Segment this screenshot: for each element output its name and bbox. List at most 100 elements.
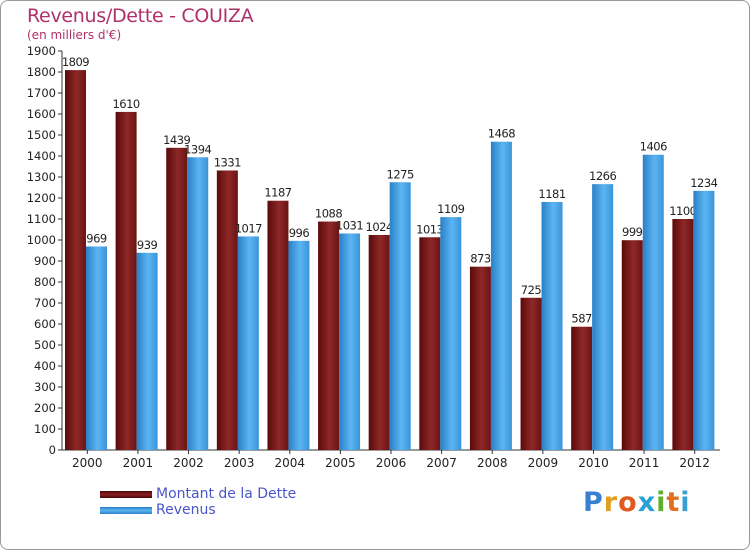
data-label-dette: 1013 bbox=[416, 222, 443, 236]
x-tick-label: 2005 bbox=[325, 456, 356, 470]
legend-item-revenus: Revenus bbox=[100, 502, 296, 518]
data-label-dette: 999 bbox=[622, 225, 643, 239]
y-tick-label: 1100 bbox=[27, 212, 56, 226]
x-tick-label: 2012 bbox=[679, 456, 710, 470]
legend-swatch-dette bbox=[100, 490, 152, 498]
y-tick-label: 0 bbox=[49, 443, 56, 457]
x-tick-label: 2007 bbox=[426, 456, 457, 470]
data-label-revenus: 1468 bbox=[488, 127, 515, 141]
x-tick-label: 2008 bbox=[477, 456, 508, 470]
legend-label-revenus: Revenus bbox=[156, 502, 216, 518]
data-label-revenus: 1406 bbox=[640, 140, 667, 154]
data-label-dette: 1024 bbox=[366, 220, 393, 234]
y-tick-label: 900 bbox=[34, 254, 56, 268]
bar-dette bbox=[621, 240, 643, 450]
data-label-revenus: 1266 bbox=[589, 169, 616, 183]
data-label-dette: 587 bbox=[571, 312, 592, 326]
y-tick-label: 1200 bbox=[27, 191, 56, 205]
legend-label-dette: Montant de la Dette bbox=[156, 486, 297, 502]
legend-swatch-revenus bbox=[100, 506, 152, 514]
data-label-revenus: 1109 bbox=[437, 202, 464, 216]
bar-revenus bbox=[541, 201, 563, 450]
logo-letter: r bbox=[603, 487, 619, 518]
data-label-revenus: 1031 bbox=[336, 218, 363, 232]
bar-dette bbox=[166, 147, 188, 450]
data-label-revenus: 996 bbox=[289, 226, 310, 240]
data-label-dette: 1100 bbox=[669, 204, 696, 218]
y-tick-label: 200 bbox=[34, 401, 56, 415]
data-label-revenus: 1017 bbox=[235, 221, 262, 235]
y-tick-label: 700 bbox=[34, 296, 56, 310]
bar-revenus bbox=[440, 217, 462, 450]
x-tick-label: 2010 bbox=[578, 456, 609, 470]
data-label-revenus: 1275 bbox=[387, 167, 414, 181]
bar-revenus bbox=[237, 236, 259, 450]
y-tick-label: 1600 bbox=[27, 107, 56, 121]
bar-dette bbox=[216, 170, 238, 451]
y-tick-label: 100 bbox=[34, 422, 56, 436]
legend-item-dette: Montant de la Dette bbox=[100, 486, 296, 502]
bar-dette bbox=[318, 221, 340, 450]
bar-dette bbox=[520, 297, 542, 450]
logo-letter: i bbox=[680, 487, 691, 518]
y-tick-label: 400 bbox=[34, 359, 56, 373]
y-tick-label: 1300 bbox=[27, 170, 56, 184]
bar-revenus bbox=[389, 182, 411, 450]
bar-dette bbox=[672, 219, 694, 450]
data-label-revenus: 969 bbox=[86, 232, 107, 246]
y-tick-label: 1500 bbox=[27, 128, 56, 142]
data-label-dette: 1809 bbox=[62, 55, 89, 69]
bar-revenus bbox=[136, 252, 158, 450]
x-tick-label: 2006 bbox=[376, 456, 407, 470]
bar-revenus bbox=[592, 184, 614, 450]
x-tick-label: 2004 bbox=[274, 456, 305, 470]
bar-dette bbox=[115, 111, 137, 451]
y-tick-label: 1000 bbox=[27, 233, 56, 247]
data-label-dette: 1439 bbox=[163, 133, 190, 147]
chart-title: Revenus/Dette - COUIZA bbox=[27, 5, 254, 27]
bar-dette bbox=[267, 200, 289, 450]
bar-revenus bbox=[86, 246, 107, 450]
x-tick-label: 2003 bbox=[224, 456, 255, 470]
bar-dette bbox=[419, 237, 441, 450]
y-tick-label: 600 bbox=[34, 317, 56, 331]
bar-dette bbox=[571, 326, 593, 450]
data-label-dette: 873 bbox=[470, 252, 491, 266]
logo-letter: t bbox=[666, 487, 681, 518]
proxiti-logo: Proxiti bbox=[583, 487, 691, 518]
bar-revenus bbox=[187, 157, 209, 450]
y-tick-label: 1900 bbox=[27, 44, 56, 58]
data-label-dette: 1187 bbox=[264, 186, 291, 200]
bar-dette bbox=[65, 70, 86, 451]
bar-revenus bbox=[339, 233, 361, 450]
data-label-revenus: 939 bbox=[137, 238, 158, 252]
y-tick-label: 500 bbox=[34, 338, 56, 352]
bar-dette bbox=[469, 266, 491, 450]
data-label-revenus: 1234 bbox=[690, 176, 717, 190]
x-tick-label: 2011 bbox=[629, 456, 660, 470]
y-tick-label: 1800 bbox=[27, 65, 56, 79]
data-label-revenus: 1394 bbox=[184, 142, 211, 156]
x-tick-label: 2002 bbox=[173, 456, 204, 470]
bar-revenus bbox=[693, 190, 715, 451]
bar-revenus bbox=[288, 240, 310, 450]
y-tick-label: 1700 bbox=[27, 86, 56, 100]
logo-letter: o bbox=[618, 487, 638, 518]
chart-subtitle: (en milliers d'€) bbox=[27, 28, 122, 42]
logo-letter: x bbox=[637, 487, 657, 518]
logo-letter: P bbox=[583, 487, 604, 518]
logo-letter: i bbox=[656, 487, 667, 518]
y-tick-label: 800 bbox=[34, 275, 56, 289]
bar-dette bbox=[368, 234, 390, 450]
legend: Montant de la Dette Revenus bbox=[100, 486, 296, 518]
data-label-dette: 1331 bbox=[214, 155, 241, 169]
y-tick-label: 1400 bbox=[27, 149, 56, 163]
data-label-dette: 725 bbox=[521, 283, 542, 297]
x-tick-label: 2009 bbox=[528, 456, 559, 470]
bar-revenus bbox=[642, 154, 664, 451]
x-tick-label: 2001 bbox=[123, 456, 154, 470]
x-tick-label: 2000 bbox=[72, 456, 103, 470]
data-label-revenus: 1181 bbox=[538, 187, 565, 201]
y-tick-label: 300 bbox=[34, 380, 56, 394]
